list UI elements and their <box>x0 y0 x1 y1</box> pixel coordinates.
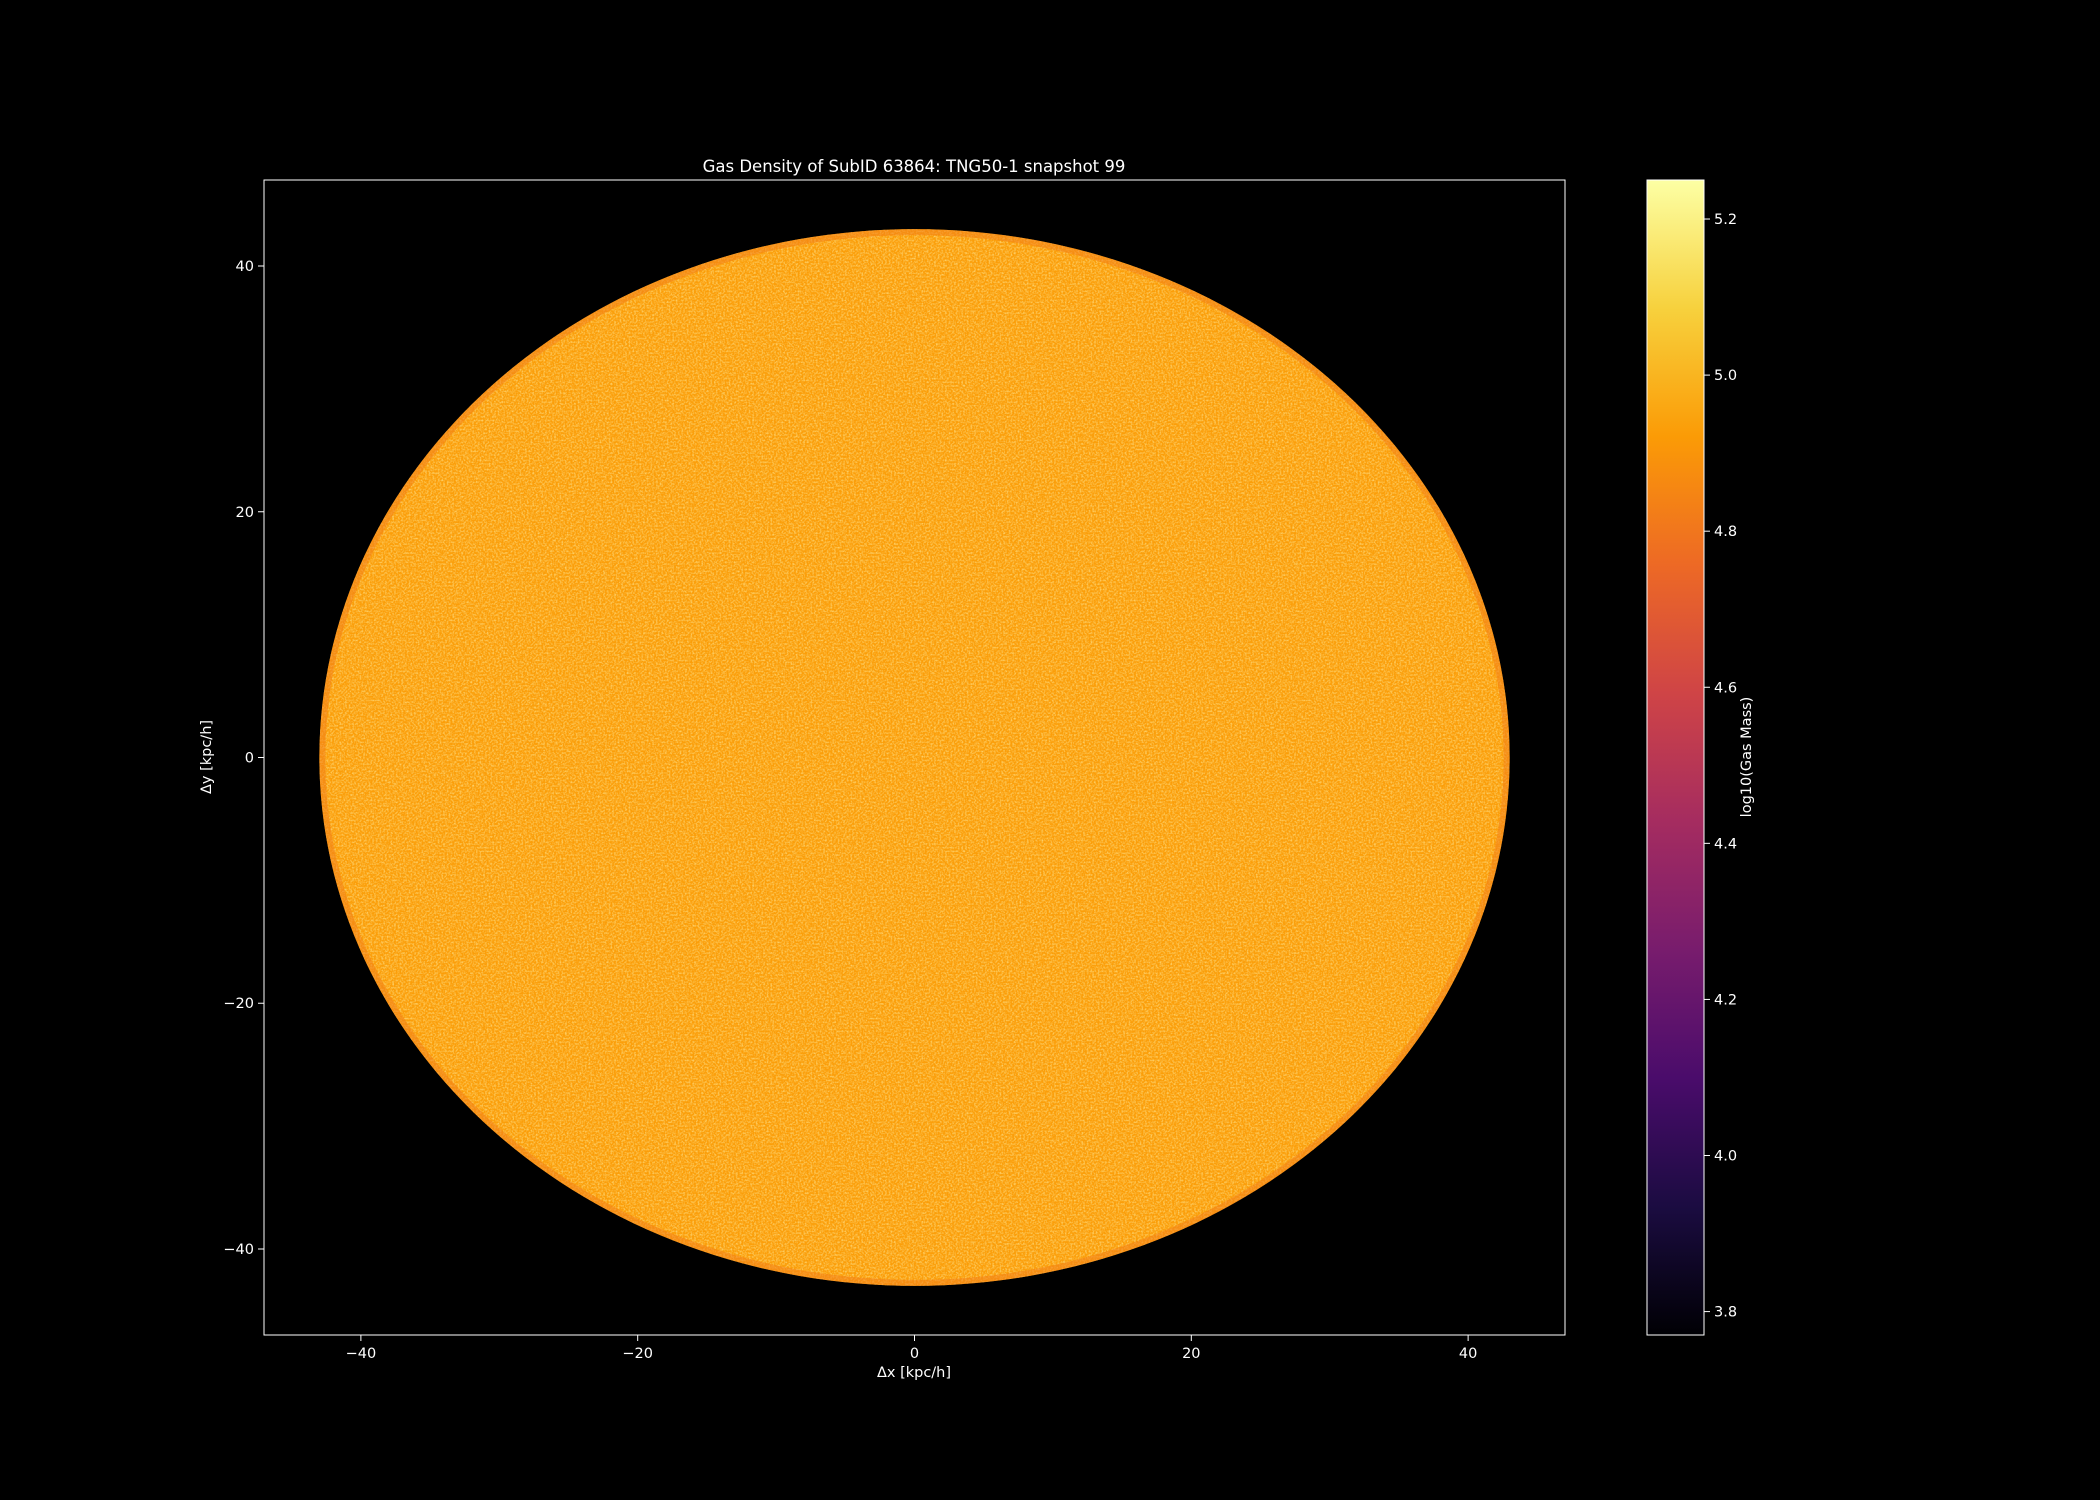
x-tick-label: −20 <box>622 1346 653 1362</box>
colorbar-tick-label: 4.0 <box>1714 1149 1737 1165</box>
disk-edge <box>319 229 1510 1286</box>
colorbar-ticks: 3.8 4.0 4.2 4.4 4.6 4.8 5.0 5.2 <box>1704 212 1737 1321</box>
colorbar-frame <box>1646 179 1705 1336</box>
x-tick-label: −40 <box>346 1346 377 1362</box>
colorbar-tick-label: 3.8 <box>1714 1305 1737 1321</box>
density-texture <box>319 229 1510 1286</box>
data-disk <box>319 229 1510 1286</box>
y-tick-label: 0 <box>245 751 254 767</box>
y-tick-label: 40 <box>236 259 254 275</box>
colorbar-gradient <box>1647 180 1704 1335</box>
y-axis-label: Δy [kpc/h] <box>199 720 215 794</box>
plot-area <box>263 179 1566 1336</box>
y-tick-label: 20 <box>236 505 254 521</box>
colorbar-tick-label: 4.8 <box>1714 524 1737 540</box>
y-tick-label: −20 <box>223 996 254 1012</box>
colorbar-tick-label: 5.2 <box>1714 212 1737 228</box>
x-tick-label: 20 <box>1182 1346 1200 1362</box>
x-axis: −40 −20 0 20 40 <box>346 1335 1477 1362</box>
colorbar-tick-label: 4.2 <box>1714 992 1737 1008</box>
x-tick-label: 0 <box>910 1346 919 1362</box>
colorbar-tick-label: 4.4 <box>1714 836 1737 852</box>
colorbar-label: log10(Gas Mass) <box>1739 697 1755 818</box>
colorbar-tick-label: 5.0 <box>1714 368 1737 384</box>
colorbar-tick-label: 4.6 <box>1714 680 1737 696</box>
y-tick-label: −40 <box>223 1242 254 1258</box>
colorbar: 3.8 4.0 4.2 4.4 4.6 4.8 5.0 5.2 log10(Gas Mass) <box>1646 179 1755 1336</box>
x-axis-label: Δx [kpc/h] <box>877 1365 951 1381</box>
y-axis: −40 −20 0 20 40 <box>223 259 264 1258</box>
chart-title: Gas Density of SubID 63864: TNG50-1 snap… <box>703 157 1126 176</box>
x-tick-label: 40 <box>1459 1346 1477 1362</box>
